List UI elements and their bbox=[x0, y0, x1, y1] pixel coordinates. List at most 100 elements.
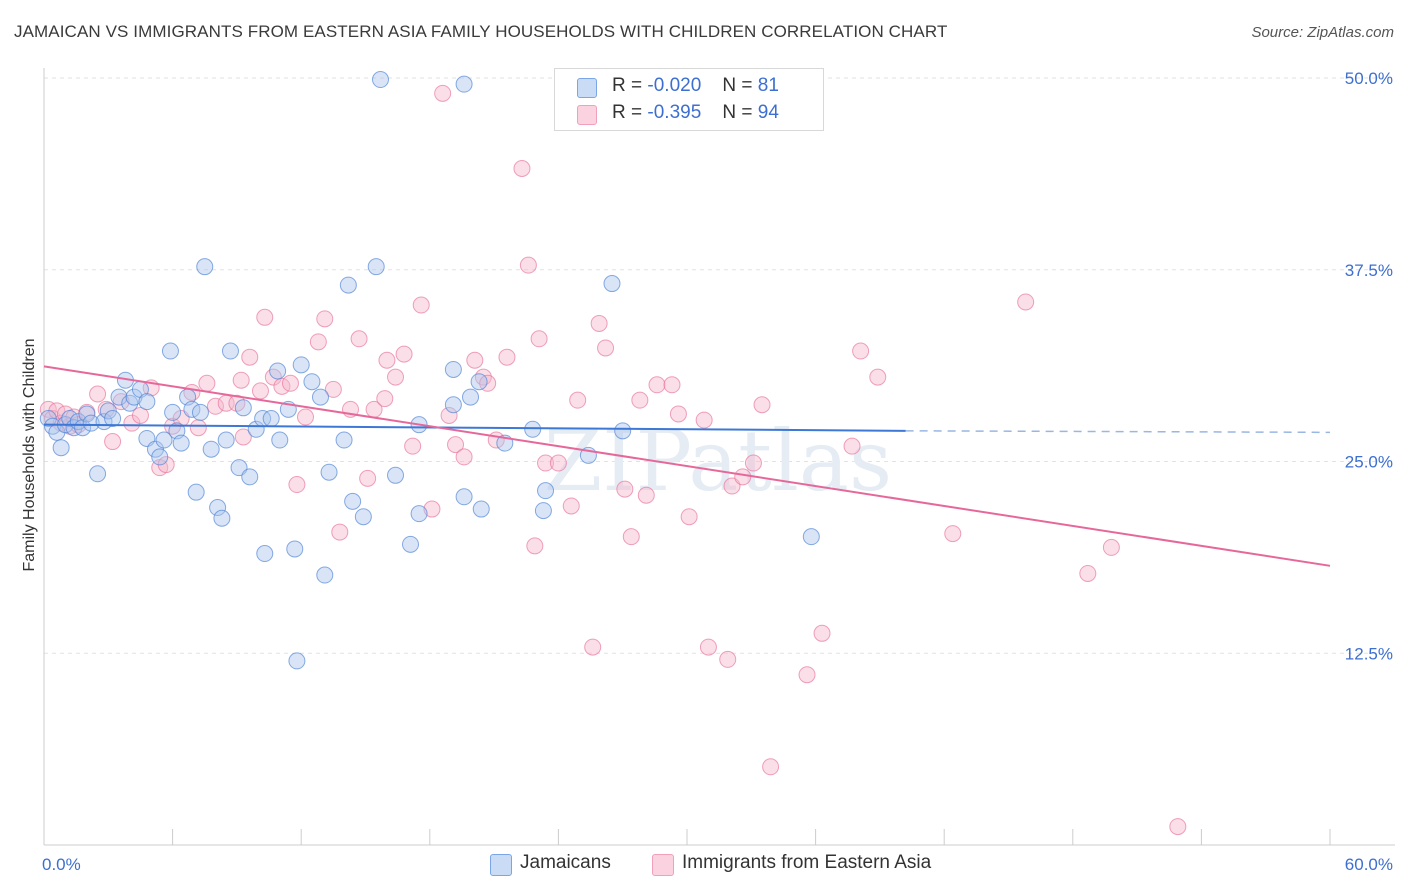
data-point bbox=[286, 540, 304, 558]
y-tick-label: 37.5% bbox=[1345, 261, 1393, 280]
data-point bbox=[151, 448, 169, 466]
data-point bbox=[335, 431, 353, 449]
data-point bbox=[519, 256, 537, 274]
data-point bbox=[359, 469, 377, 487]
data-point bbox=[798, 666, 816, 684]
legend-r-value: -0.020 bbox=[647, 75, 702, 96]
data-point bbox=[311, 388, 329, 406]
data-point bbox=[584, 638, 602, 656]
data-point bbox=[138, 393, 156, 411]
data-point bbox=[447, 436, 465, 454]
data-point bbox=[320, 463, 338, 481]
data-point bbox=[104, 433, 122, 451]
y-tick-label: 50.0% bbox=[1345, 69, 1393, 88]
data-point bbox=[762, 758, 780, 776]
data-point bbox=[372, 71, 390, 89]
data-point bbox=[234, 399, 252, 417]
data-point bbox=[309, 333, 327, 351]
legend-swatch-pink bbox=[577, 105, 597, 125]
data-point bbox=[187, 483, 205, 501]
data-point bbox=[241, 468, 259, 486]
data-point bbox=[89, 385, 107, 403]
data-point bbox=[648, 376, 666, 394]
data-point bbox=[455, 488, 473, 506]
data-point bbox=[843, 437, 861, 455]
data-point bbox=[198, 374, 216, 392]
x-tick-label: 0.0% bbox=[42, 855, 81, 874]
y-tick-label: 12.5% bbox=[1345, 644, 1393, 663]
data-point bbox=[753, 396, 771, 414]
legend-n-label: N = bbox=[722, 75, 753, 96]
x-tick-label: 60.0% bbox=[1345, 855, 1393, 874]
data-point bbox=[470, 373, 488, 391]
data-point bbox=[802, 528, 820, 546]
data-point bbox=[455, 75, 473, 93]
legend-n-label: N = bbox=[722, 102, 753, 123]
data-point bbox=[52, 439, 70, 457]
data-point bbox=[944, 525, 962, 543]
data-point bbox=[164, 403, 182, 421]
data-point bbox=[526, 537, 544, 555]
data-point bbox=[669, 405, 687, 423]
legend-n-value: 81 bbox=[757, 75, 779, 96]
data-point bbox=[112, 393, 130, 411]
data-point bbox=[217, 431, 235, 449]
data-point bbox=[376, 390, 394, 408]
data-point bbox=[402, 535, 420, 553]
data-point bbox=[524, 420, 542, 438]
data-point bbox=[271, 431, 289, 449]
data-point bbox=[316, 566, 334, 584]
data-point bbox=[387, 466, 405, 484]
data-point bbox=[537, 454, 555, 472]
data-point bbox=[395, 345, 413, 363]
trend-line-immigrants bbox=[43, 365, 1331, 567]
legend-r-value: -0.395 bbox=[647, 102, 702, 123]
data-point bbox=[234, 428, 252, 446]
data-point bbox=[65, 419, 83, 437]
chart-title: JAMAICAN VS IMMIGRANTS FROM EASTERN ASIA… bbox=[14, 22, 948, 41]
data-point bbox=[316, 310, 334, 328]
tick-labels: 12.5% 25.0% 37.5% 50.0% 0.0% 60.0% bbox=[42, 69, 1393, 874]
data-point bbox=[339, 276, 357, 294]
legend-r-label: R = bbox=[612, 102, 643, 123]
data-point bbox=[378, 351, 396, 369]
data-point bbox=[296, 408, 314, 426]
data-point bbox=[241, 348, 259, 366]
data-point bbox=[221, 342, 239, 360]
legend-swatch-pink bbox=[652, 854, 674, 876]
data-point bbox=[680, 508, 698, 526]
data-point bbox=[281, 374, 299, 392]
data-point bbox=[172, 434, 190, 452]
data-point bbox=[209, 499, 227, 517]
data-point bbox=[39, 410, 57, 428]
data-point bbox=[472, 500, 490, 518]
data-point bbox=[513, 160, 531, 178]
data-point bbox=[479, 374, 497, 392]
series-jamaicans bbox=[39, 71, 820, 670]
data-point bbox=[423, 500, 441, 518]
trend-lines bbox=[43, 365, 1331, 567]
data-point bbox=[131, 406, 149, 424]
data-point bbox=[562, 497, 580, 515]
data-point bbox=[455, 448, 473, 466]
data-point bbox=[695, 411, 713, 429]
data-point bbox=[191, 403, 209, 421]
data-point bbox=[74, 419, 92, 437]
legend-swatch-blue bbox=[490, 854, 512, 876]
data-point bbox=[699, 638, 717, 656]
data-point bbox=[264, 368, 282, 386]
data-point bbox=[462, 388, 480, 406]
data-point bbox=[121, 394, 139, 412]
grid-lines bbox=[44, 77, 1395, 654]
data-point bbox=[622, 528, 640, 546]
legend-label: Jamaicans bbox=[520, 852, 611, 873]
data-point bbox=[813, 624, 831, 642]
data-point bbox=[734, 468, 752, 486]
data-point bbox=[251, 382, 269, 400]
data-point bbox=[404, 437, 422, 455]
data-point bbox=[663, 376, 681, 394]
data-point bbox=[99, 402, 117, 420]
data-point bbox=[155, 431, 173, 449]
data-point bbox=[110, 388, 128, 406]
